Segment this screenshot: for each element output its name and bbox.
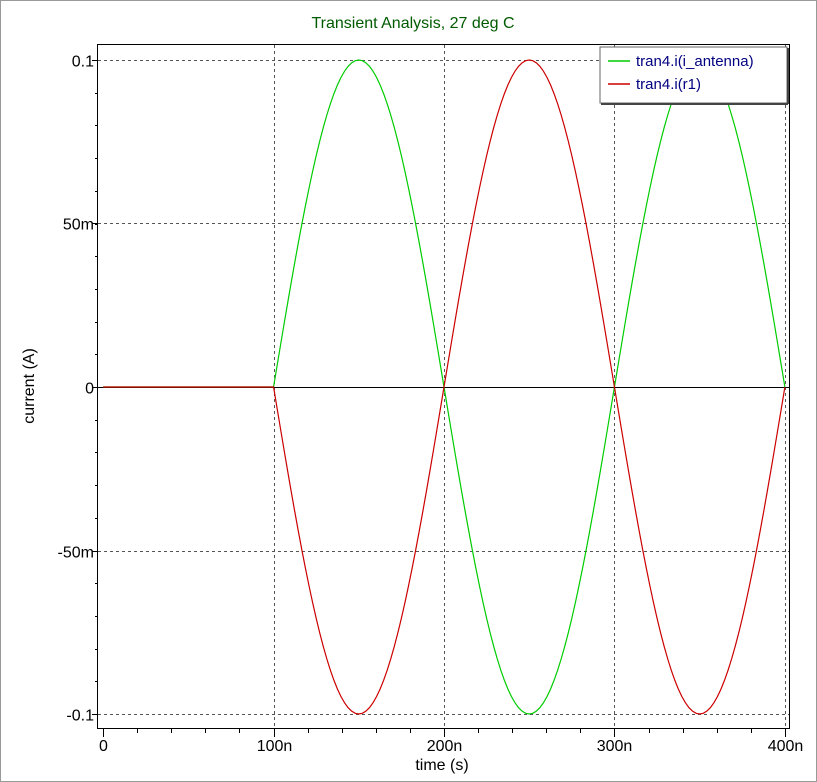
series-line-2	[103, 59, 786, 715]
y-axis-label: current (A)	[21, 348, 38, 424]
x-tick-label: 200n	[427, 738, 463, 755]
tick-layer: 0 100n 200n 300n 400n 0.1 50m 0 -50m -0.1	[58, 54, 804, 756]
x-axis-label: time (s)	[415, 757, 468, 774]
y-tick-label: 0.1	[72, 54, 94, 71]
legend-label-1: tran4.i(i_antenna)	[636, 53, 754, 70]
x-tick-label: 100n	[257, 738, 293, 755]
legend-box	[599, 46, 788, 104]
legend: tran4.i(i_antenna) tran4.i(r1)	[599, 46, 789, 105]
y-tick-label: 0	[85, 381, 94, 398]
x-tick-label: 400n	[768, 738, 804, 755]
y-tick-label: 50m	[63, 217, 94, 234]
y-tick-label: -50m	[58, 545, 94, 562]
y-tick-label: -0.1	[66, 708, 94, 725]
plot-area-frame	[97, 44, 790, 729]
chart-title: Transient Analysis, 27 deg C	[311, 15, 514, 32]
legend-label-2: tran4.i(r1)	[636, 76, 701, 93]
x-tick-label: 300n	[597, 738, 633, 755]
x-tick-label: 0	[99, 738, 108, 755]
